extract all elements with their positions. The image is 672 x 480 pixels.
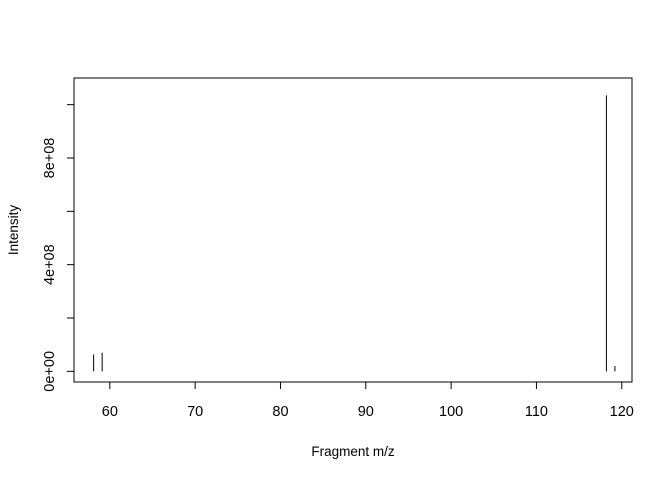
x-tick-label: 90 — [358, 404, 374, 420]
x-tick-label: 70 — [187, 404, 203, 420]
x-tick-label: 80 — [272, 404, 288, 420]
y-axis-label: Intensity — [6, 205, 21, 256]
x-tick-label: 110 — [525, 404, 548, 420]
x-tick-label: 120 — [610, 404, 634, 420]
x-axis-ticks: 60 70 80 90 100 110 120 — [102, 382, 634, 420]
y-tick-label: 8e+08 — [42, 138, 58, 179]
x-axis-label: Fragment m/z — [311, 444, 395, 459]
y-axis-ticks: 0e+00 4e+08 8e+08 — [42, 104, 74, 392]
y-tick-label: 0e+00 — [42, 351, 58, 392]
spectrum-spikes — [93, 95, 616, 372]
plot-area-box — [73, 77, 633, 383]
y-tick-label: 4e+08 — [42, 244, 58, 285]
x-tick-label: 60 — [102, 404, 118, 420]
x-tick-label: 100 — [439, 404, 463, 420]
